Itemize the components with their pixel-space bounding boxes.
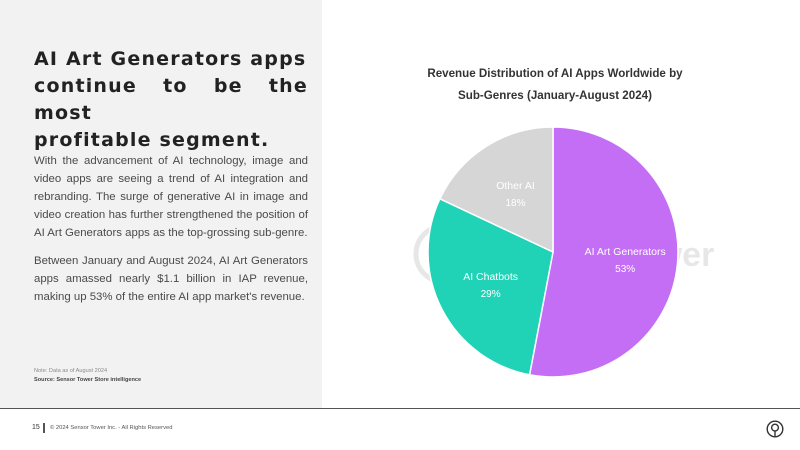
chart-title: Revenue Distribution of AI Apps Worldwid… bbox=[405, 63, 705, 107]
data-note: Note: Data as of August 2024 bbox=[34, 368, 108, 374]
pie-label-other-ai: Other AI bbox=[496, 180, 535, 192]
pie-value-other-ai: 18% bbox=[505, 198, 525, 209]
headline-line-2: continue to be the most bbox=[34, 75, 308, 124]
pie-chart: AI Art Generators 53% AI Chatbots 29% Other … bbox=[427, 126, 679, 378]
pie-value-ai-art-generators: 53% bbox=[615, 264, 635, 275]
page-number-separator bbox=[43, 423, 45, 433]
pie-value-ai-chatbots: 29% bbox=[481, 289, 501, 300]
source-note: Source: Sensor Tower Store intelligence bbox=[34, 377, 142, 383]
headline-line-1: AI Art Generators apps bbox=[34, 48, 307, 70]
body-paragraph-1: With the advancement of AI technology, i… bbox=[34, 155, 308, 239]
sensor-tower-logo-icon bbox=[766, 420, 784, 438]
footer-divider bbox=[0, 408, 800, 409]
left-panel bbox=[0, 0, 322, 408]
pie-slice-ai-art-generators bbox=[528, 126, 679, 378]
body-paragraph-2: Between January and August 2024, AI Art … bbox=[34, 255, 308, 303]
chart-title-line-1: Revenue Distribution of AI Apps Worldwid… bbox=[427, 67, 683, 80]
copyright: © 2024 Sensor Tower Inc. - All Rights Re… bbox=[50, 425, 173, 431]
headline: AI Art Generators apps continue to be th… bbox=[34, 46, 308, 154]
pie-slice-ai-chatbots bbox=[427, 197, 554, 376]
pie-label-ai-chatbots: AI Chatbots bbox=[463, 271, 518, 283]
page-number: 15 bbox=[32, 424, 40, 431]
pie-slice-other-ai bbox=[438, 126, 554, 254]
headline-line-3: profitable segment. bbox=[34, 129, 270, 151]
chart-title-line-2: Sub-Genres (January-August 2024) bbox=[458, 89, 652, 102]
pie-label-ai-art-generators: AI Art Generators bbox=[585, 246, 666, 258]
